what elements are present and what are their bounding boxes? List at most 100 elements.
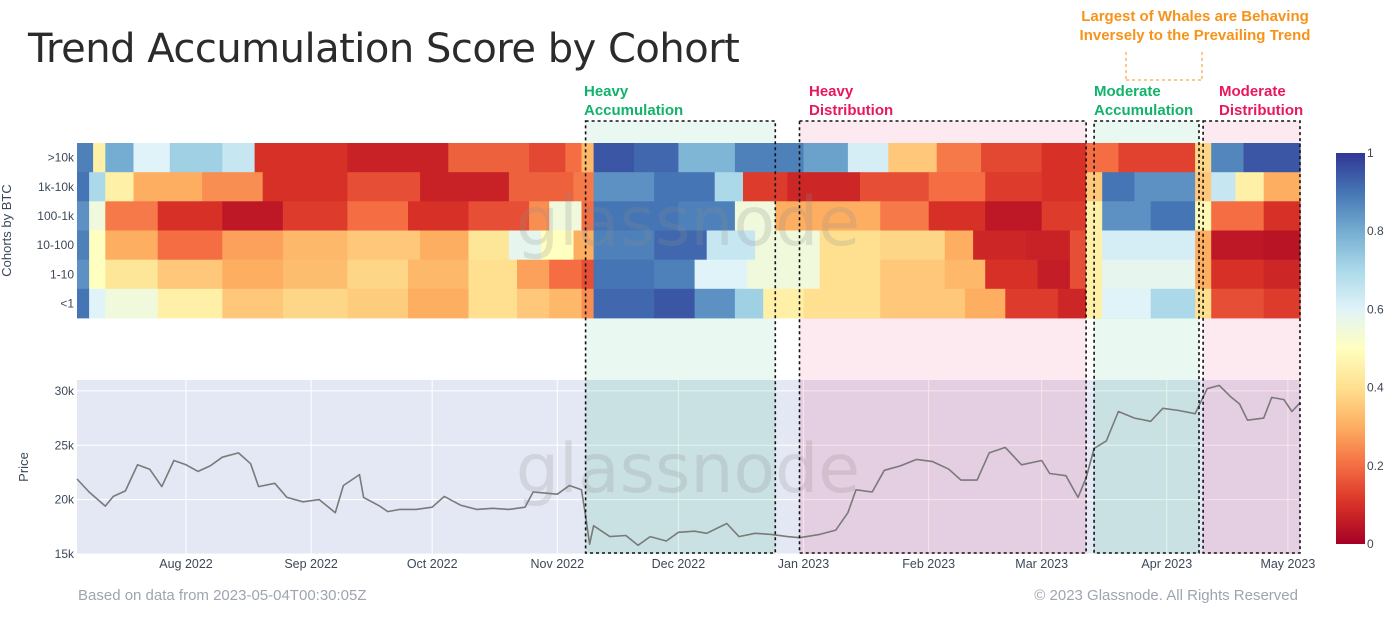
heatmap-cell [468, 230, 510, 261]
price-plot-background [77, 380, 1300, 554]
heatmap-cell [1263, 288, 1301, 319]
price-x-tick: Feb 2023 [902, 557, 955, 571]
heatmap-cell [105, 143, 135, 173]
heatmap-cell [985, 259, 1039, 290]
heavy-distribution-band-gap [799, 318, 1087, 380]
heatmap-cell [222, 288, 284, 319]
heatmap-cell [93, 143, 106, 173]
heatmap-cell [888, 143, 938, 173]
chart-title: Trend Accumulation Score by Cohort [28, 26, 740, 72]
heatmap-cell [565, 143, 583, 173]
heatmap-cell [1235, 172, 1265, 202]
heatmap-cell [1263, 172, 1301, 202]
heatmap-cell [222, 201, 284, 231]
heatmap-cell [1211, 172, 1236, 202]
heatmap-row-label: >10k [48, 151, 75, 165]
heatmap-cell [1102, 230, 1196, 261]
heatmap-cell [1025, 230, 1071, 261]
watermark-top: glassnode [516, 183, 860, 262]
heavy-accumulation-box [584, 120, 777, 554]
heatmap-cell [105, 288, 159, 319]
heatmap-cell [1243, 143, 1301, 173]
price-x-tick: Sep 2022 [284, 557, 338, 571]
heavy-accumulation-label-line1: Heavy [584, 83, 629, 100]
price-y-tick: 20k [55, 493, 75, 507]
heatmap-cell [1211, 288, 1265, 319]
moderate-accumulation-band-top [1094, 121, 1199, 143]
heatmap-cell [1041, 172, 1087, 202]
heatmap-cell [775, 201, 821, 231]
price-x-tick: Mar 2023 [1015, 557, 1068, 571]
heatmap-cell [468, 288, 518, 319]
heatmap-cell [581, 259, 595, 290]
heatmap-cell [347, 143, 449, 173]
heatmap-row-label: <1 [60, 296, 74, 310]
heatmap-cell [819, 259, 881, 290]
heatmap-cell [1263, 230, 1301, 261]
heatmap-cell [1102, 288, 1152, 319]
colorbar-tick: 0.4 [1367, 381, 1384, 395]
heatmap-cell [734, 201, 776, 231]
heatmap-cell [573, 230, 595, 261]
regime-bands [585, 121, 1300, 554]
heatmap-cell [347, 172, 421, 202]
heatmap-cell [654, 172, 716, 202]
heatmap-cell [157, 230, 223, 261]
heatmap-cell [1211, 230, 1265, 261]
heatmap-cell [89, 259, 106, 290]
watermark-bottom: glassnode [516, 430, 860, 509]
price-x-tick: Aug 2022 [159, 557, 213, 571]
heatmap-cell [508, 172, 575, 202]
price-y-tick: 30k [55, 384, 75, 398]
heatmap-cell [89, 230, 106, 261]
moderate-distribution-band-gap [1203, 318, 1300, 380]
heatmap-cell [282, 201, 349, 231]
heatmap-cell [581, 288, 595, 319]
heatmap-cell [734, 288, 764, 319]
regime-boxes [584, 120, 1301, 554]
price-x-tick: Apr 2023 [1141, 557, 1192, 571]
heatmap-cell [1118, 143, 1196, 173]
heatmap-cell [529, 201, 550, 231]
heatmap-cell [1041, 201, 1087, 231]
heatmap-cell [706, 230, 756, 261]
heatmap-cell [529, 143, 566, 173]
heatmap-cell [819, 230, 881, 261]
colorbar-tick: 0.6 [1367, 302, 1384, 316]
heatmap-cell [347, 288, 409, 319]
heatmap-cell [1211, 201, 1265, 231]
heatmap-cell [1086, 288, 1103, 319]
heatmap-cell [593, 259, 655, 290]
colorbar-tick: 0.8 [1367, 224, 1384, 238]
heatmap-cell [202, 172, 264, 202]
heatmap-cell [1037, 259, 1071, 290]
heatmap-cell [77, 259, 90, 290]
heatmap-cell [1102, 201, 1152, 231]
price-x-tick: Jan 2023 [778, 557, 829, 571]
moderate-accumulation-label-line2: Accumulation [1094, 102, 1194, 119]
heatmap-cell [77, 288, 90, 319]
heatmap-cell [77, 143, 94, 173]
heatmap-cell [573, 172, 595, 202]
heatmap-cell [541, 230, 575, 261]
price-x-tick: May 2023 [1260, 557, 1315, 571]
heatmap-cell [133, 172, 203, 202]
price-y-axis-label: Price [16, 452, 31, 482]
heatmap-cell [1057, 288, 1087, 319]
heatmap-cell [1211, 143, 1245, 173]
price-y-tick: 25k [55, 438, 75, 452]
heatmap-cell [549, 201, 583, 231]
heatmap-cell [282, 288, 349, 319]
heatmap-cell [1263, 259, 1301, 290]
heatmap-cell [593, 201, 679, 231]
heatmap-cell [1134, 172, 1196, 202]
colorbar: 0 0.2 0.4 0.6 0.8 1 [1336, 146, 1384, 551]
moderate-distribution-band-price [1203, 380, 1300, 554]
heatmap-cell [743, 172, 788, 202]
heatmap-cell [89, 288, 106, 319]
heatmap-cell [508, 230, 542, 261]
heatmap-cell [262, 172, 349, 202]
heatmap-cell [1005, 288, 1059, 319]
moderate-accumulation-band-price [1094, 380, 1199, 554]
heatmap-cell [654, 230, 708, 261]
